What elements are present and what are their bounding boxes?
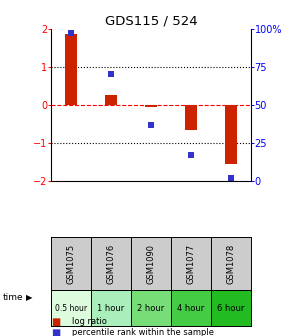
Text: ■: ■ <box>51 328 61 336</box>
Bar <box>105 95 117 105</box>
Text: GSM1077: GSM1077 <box>186 244 195 284</box>
Bar <box>65 34 77 105</box>
Bar <box>171 290 211 326</box>
Text: 2 hour: 2 hour <box>137 304 165 312</box>
Bar <box>131 290 171 326</box>
Text: GSM1090: GSM1090 <box>146 244 155 284</box>
Text: 0.5 hour: 0.5 hour <box>55 304 87 312</box>
Text: GSM1078: GSM1078 <box>226 244 235 284</box>
Text: ■: ■ <box>51 317 61 327</box>
Text: 6 hour: 6 hour <box>217 304 244 312</box>
Text: time: time <box>3 293 23 302</box>
Bar <box>145 105 157 107</box>
Text: GSM1076: GSM1076 <box>107 244 115 284</box>
Bar <box>211 290 251 326</box>
Bar <box>91 290 131 326</box>
Text: ▶: ▶ <box>26 293 33 302</box>
Text: 4 hour: 4 hour <box>177 304 205 312</box>
Text: percentile rank within the sample: percentile rank within the sample <box>72 328 214 336</box>
Bar <box>225 105 236 164</box>
Title: GDS115 / 524: GDS115 / 524 <box>105 14 197 28</box>
Text: GSM1075: GSM1075 <box>67 244 76 284</box>
Bar <box>185 105 197 130</box>
Text: 1 hour: 1 hour <box>97 304 125 312</box>
Bar <box>51 290 91 326</box>
Text: log ratio: log ratio <box>72 317 107 326</box>
